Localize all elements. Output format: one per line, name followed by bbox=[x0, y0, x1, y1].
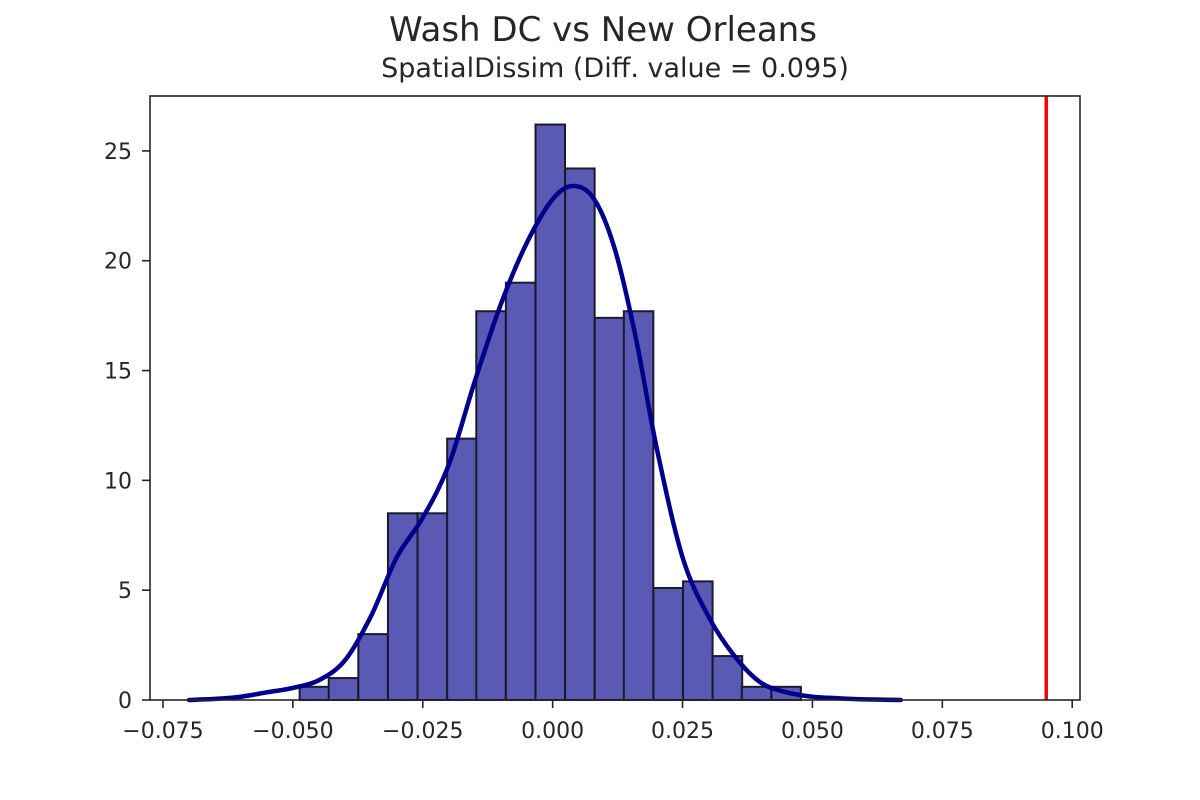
y-tick-label: 10 bbox=[104, 469, 132, 494]
histogram-bar bbox=[386, 512, 419, 701]
x-tick-label: −0.025 bbox=[382, 719, 463, 744]
histogram-bar bbox=[711, 655, 744, 702]
x-tick-label: 0.075 bbox=[911, 719, 974, 744]
y-tick-label: 15 bbox=[104, 360, 132, 385]
x-tick-label: 0.100 bbox=[1041, 719, 1104, 744]
histogram-bar bbox=[416, 512, 449, 701]
histogram-bar bbox=[357, 633, 389, 701]
y-tick-label: 5 bbox=[118, 579, 132, 604]
x-tick-label: 0.000 bbox=[521, 719, 584, 744]
y-tick-label: 0 bbox=[118, 689, 132, 714]
histogram-bar bbox=[740, 685, 773, 702]
histogram-bars bbox=[298, 123, 802, 702]
histogram-bar bbox=[593, 316, 626, 701]
y-axis-ticks: 0 5 10 15 20 25 bbox=[104, 140, 150, 714]
kde-curve bbox=[186, 183, 904, 703]
x-tick-label: 0.050 bbox=[781, 719, 844, 744]
histogram-bar bbox=[622, 310, 655, 701]
histogram-bar bbox=[564, 167, 596, 702]
histogram-bar bbox=[446, 437, 478, 701]
histogram-bar bbox=[504, 281, 537, 701]
histogram-bar bbox=[534, 123, 567, 701]
x-tick-label: −0.050 bbox=[252, 719, 333, 744]
axes bbox=[149, 95, 1081, 701]
x-tick-label: −0.075 bbox=[122, 719, 203, 744]
histogram-bar bbox=[652, 586, 684, 702]
kde-layer bbox=[186, 183, 904, 703]
y-tick-label: 25 bbox=[104, 140, 132, 165]
y-tick-label: 20 bbox=[104, 250, 132, 275]
x-axis-ticks: −0.075 −0.050 −0.025 0.000 0.025 0.050 0.075 0.… bbox=[122, 700, 1104, 744]
histogram-bar bbox=[298, 685, 331, 702]
chart-title: Wash DC vs New Orleans bbox=[389, 10, 817, 50]
histogram-bar bbox=[682, 580, 714, 701]
x-tick-label: 0.025 bbox=[651, 719, 714, 744]
plot-frame bbox=[149, 95, 1081, 701]
histogram-bar bbox=[327, 677, 360, 702]
chart-subtitle: SpatialDissim (Diff. value = 0.095) bbox=[381, 53, 849, 84]
